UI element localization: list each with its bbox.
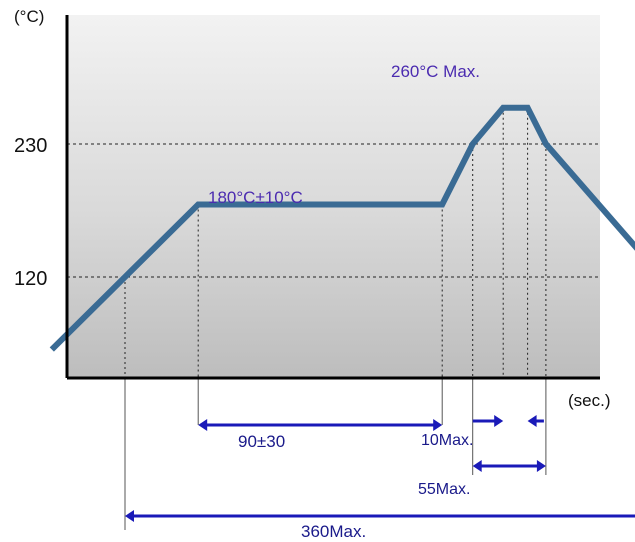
time-arrows: [125, 415, 635, 522]
peak-time-arrow-right-head: [527, 415, 537, 427]
above-230-time-annotation: 55Max.: [418, 481, 470, 498]
y-axis-unit-label: (°C): [14, 7, 44, 26]
total-time-arrow-head-left: [125, 510, 134, 522]
total-time-annotation: 360Max.: [301, 522, 366, 541]
soak-temp-annotation: 180°C±10°C: [208, 188, 303, 207]
x-axis-unit-label: (sec.): [568, 391, 611, 410]
y-tick-label-230: 230: [14, 135, 47, 157]
peak-temp-annotation: 260°C Max.: [391, 62, 480, 81]
y-tick-label-120: 120: [14, 268, 47, 290]
soak-time-annotation: 90±30: [238, 432, 285, 451]
soak-time-arrow-head-left: [198, 419, 208, 431]
temperature-profile-line: [49, 104, 635, 352]
plot-area: [67, 15, 600, 378]
peak-time-annotation: 10Max.: [421, 432, 473, 449]
peak-time-arrow-left-head: [494, 415, 504, 427]
above-230-time-arrow-head-left: [472, 460, 482, 472]
guide-lines: [67, 107, 600, 530]
soak-time-arrow-head-right: [433, 419, 443, 431]
above-230-time-arrow-head-right: [536, 460, 546, 472]
